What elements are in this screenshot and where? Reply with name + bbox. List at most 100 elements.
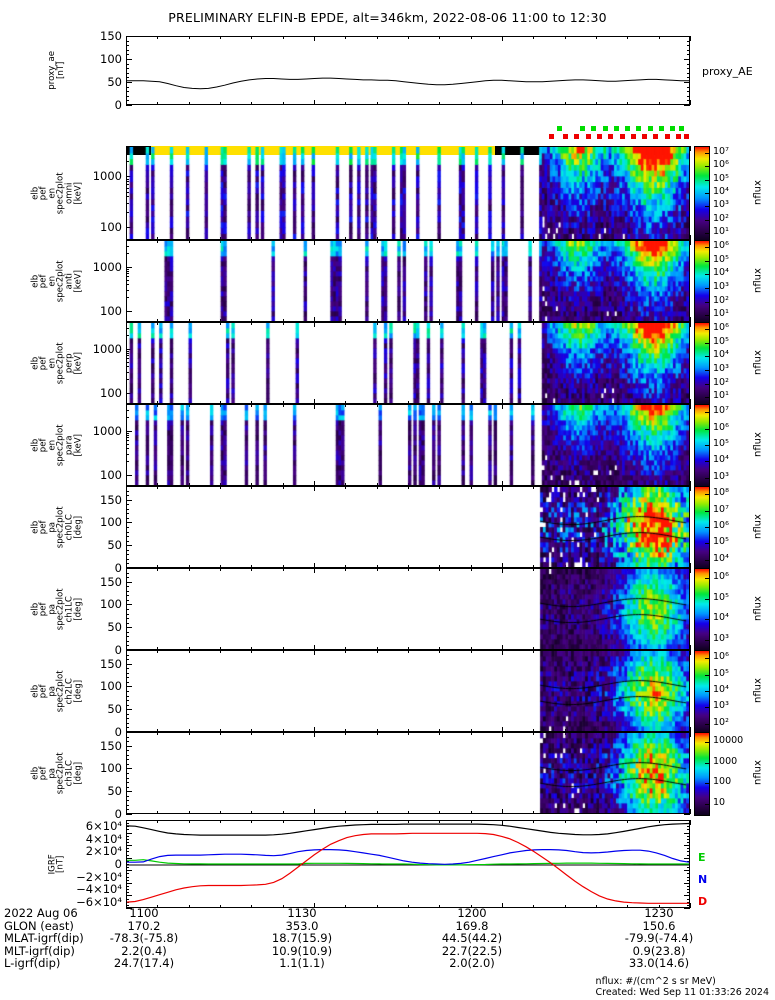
y-tick <box>126 814 132 815</box>
y-tick <box>687 49 690 51</box>
x-tick <box>690 240 691 245</box>
colorbar-tick <box>705 658 709 660</box>
colorbar-tick-label: 10² <box>713 376 729 388</box>
colorbar-tick <box>705 246 709 248</box>
y-tick <box>126 895 132 897</box>
y-tick <box>126 59 132 60</box>
annotation-cell: 1230 <box>644 906 674 920</box>
spectrogram-elb_pef_pa_spec2plot_ch2LC <box>127 651 689 731</box>
x-tick <box>690 36 691 41</box>
annotation-cell: -78.3(-75.8) <box>109 931 179 946</box>
y-tick <box>684 36 690 37</box>
y-tick-label: 6×10⁴ <box>85 819 122 834</box>
colorbar-tick-label: 10² <box>713 212 729 224</box>
annotation-cell: -79.9(-74.4) <box>624 931 694 946</box>
y-tick <box>684 59 690 60</box>
y-tick-label: 50 <box>107 538 122 553</box>
colorbar-elb_pef_en_spec2plot_para <box>694 404 710 488</box>
y-tick-label: 0 <box>114 857 122 871</box>
y-tick <box>126 898 129 900</box>
colorbar-tick <box>705 428 709 430</box>
colorbar-title: nflux <box>752 514 764 539</box>
flag-marker <box>574 134 580 139</box>
flag-marker <box>596 134 602 139</box>
y-tick <box>684 820 690 821</box>
colorbar-tick <box>705 619 709 621</box>
colorbar-tick <box>705 383 709 385</box>
y-tick-label: 2×10⁴ <box>85 844 122 859</box>
y-tick <box>126 845 132 847</box>
proxy-ae-line <box>127 77 689 90</box>
y-tick <box>687 72 690 74</box>
colorbar-tick-label: 10⁵ <box>713 438 729 449</box>
colorbar-title: nflux <box>752 678 764 703</box>
colorbar-tick <box>705 445 709 446</box>
y-tick <box>684 814 690 815</box>
y-tick <box>687 77 690 79</box>
colorbar-tick-label: 10⁴ <box>713 684 729 695</box>
y-tick <box>687 886 690 887</box>
colorbar-tick-label: 10⁶ <box>713 321 729 333</box>
y-tick-label: 50 <box>107 702 122 717</box>
spectrogram-elb_pef_pa_spec2plot_ch1LC <box>127 569 689 649</box>
y-tick <box>126 892 129 894</box>
colorbar-tick <box>705 315 709 317</box>
y-tick <box>687 898 690 900</box>
flag-marker <box>647 126 653 131</box>
y-axis-label-line: [deg] <box>73 679 84 703</box>
y-tick <box>126 832 132 834</box>
colorbar-tick <box>705 477 709 479</box>
y-tick-label: −2×10⁴ <box>76 869 122 884</box>
x-tick <box>690 563 691 568</box>
y-tick-label: 100 <box>100 219 122 234</box>
y-tick <box>126 842 129 843</box>
colorbar-tick-label: 10⁵ <box>713 335 729 347</box>
annotation-cell: 18.7(15.9) <box>271 931 333 946</box>
y-tick <box>687 904 690 906</box>
colorbar-tick <box>705 803 709 805</box>
y-tick <box>687 879 690 881</box>
y-tick <box>126 404 129 405</box>
flag-marker <box>670 126 676 131</box>
colorbar-tick-label: 10⁷ <box>713 503 729 515</box>
flag-marker <box>675 134 681 139</box>
x-tick <box>690 146 691 151</box>
igrf-legend-D: D <box>698 895 708 908</box>
flag-row-green <box>126 126 690 132</box>
y-tick <box>126 650 132 651</box>
colorbar-elb_pef_pa_spec2plot_ch3LC <box>694 732 710 816</box>
colorbar-tick-label: 10⁶ <box>713 571 729 583</box>
y-tick-label: 100 <box>100 303 122 318</box>
y-tick <box>126 829 129 831</box>
colorbar-tick <box>705 559 709 561</box>
colorbar-tick <box>705 494 709 496</box>
colorbar-tick-label: 10³ <box>713 470 729 482</box>
y-tick <box>126 68 129 70</box>
colorbar-elb_pef_en_spec2plot_anti <box>694 240 710 324</box>
y-axis-label-line: [deg] <box>73 597 84 621</box>
y-tick <box>687 732 690 733</box>
y-axis-label-line: [keV] <box>73 433 84 457</box>
y-tick <box>126 486 129 487</box>
y-tick-label: 100 <box>100 385 122 400</box>
y-tick <box>126 838 129 840</box>
igrf-series-N <box>127 849 689 865</box>
colorbar-tick-label: 10000 <box>713 735 744 747</box>
y-tick <box>687 851 690 853</box>
colorbar-tick <box>705 510 709 512</box>
x-tick <box>690 568 691 573</box>
y-tick <box>126 904 129 906</box>
y-tick <box>126 45 129 47</box>
y-tick-label: 0 <box>114 807 122 821</box>
igrf-series-B_total <box>127 822 689 836</box>
colorbar-title: nflux <box>752 596 764 621</box>
y-tick <box>126 82 132 83</box>
y-tick <box>687 100 690 102</box>
y-tick <box>126 851 129 853</box>
colorbar-tick-label: 10⁶ <box>713 520 729 531</box>
y-tick <box>687 889 690 891</box>
y-tick <box>126 240 129 241</box>
colorbar-title: nflux <box>752 760 764 785</box>
y-tick <box>687 54 690 56</box>
colorbar-tick <box>705 783 709 785</box>
